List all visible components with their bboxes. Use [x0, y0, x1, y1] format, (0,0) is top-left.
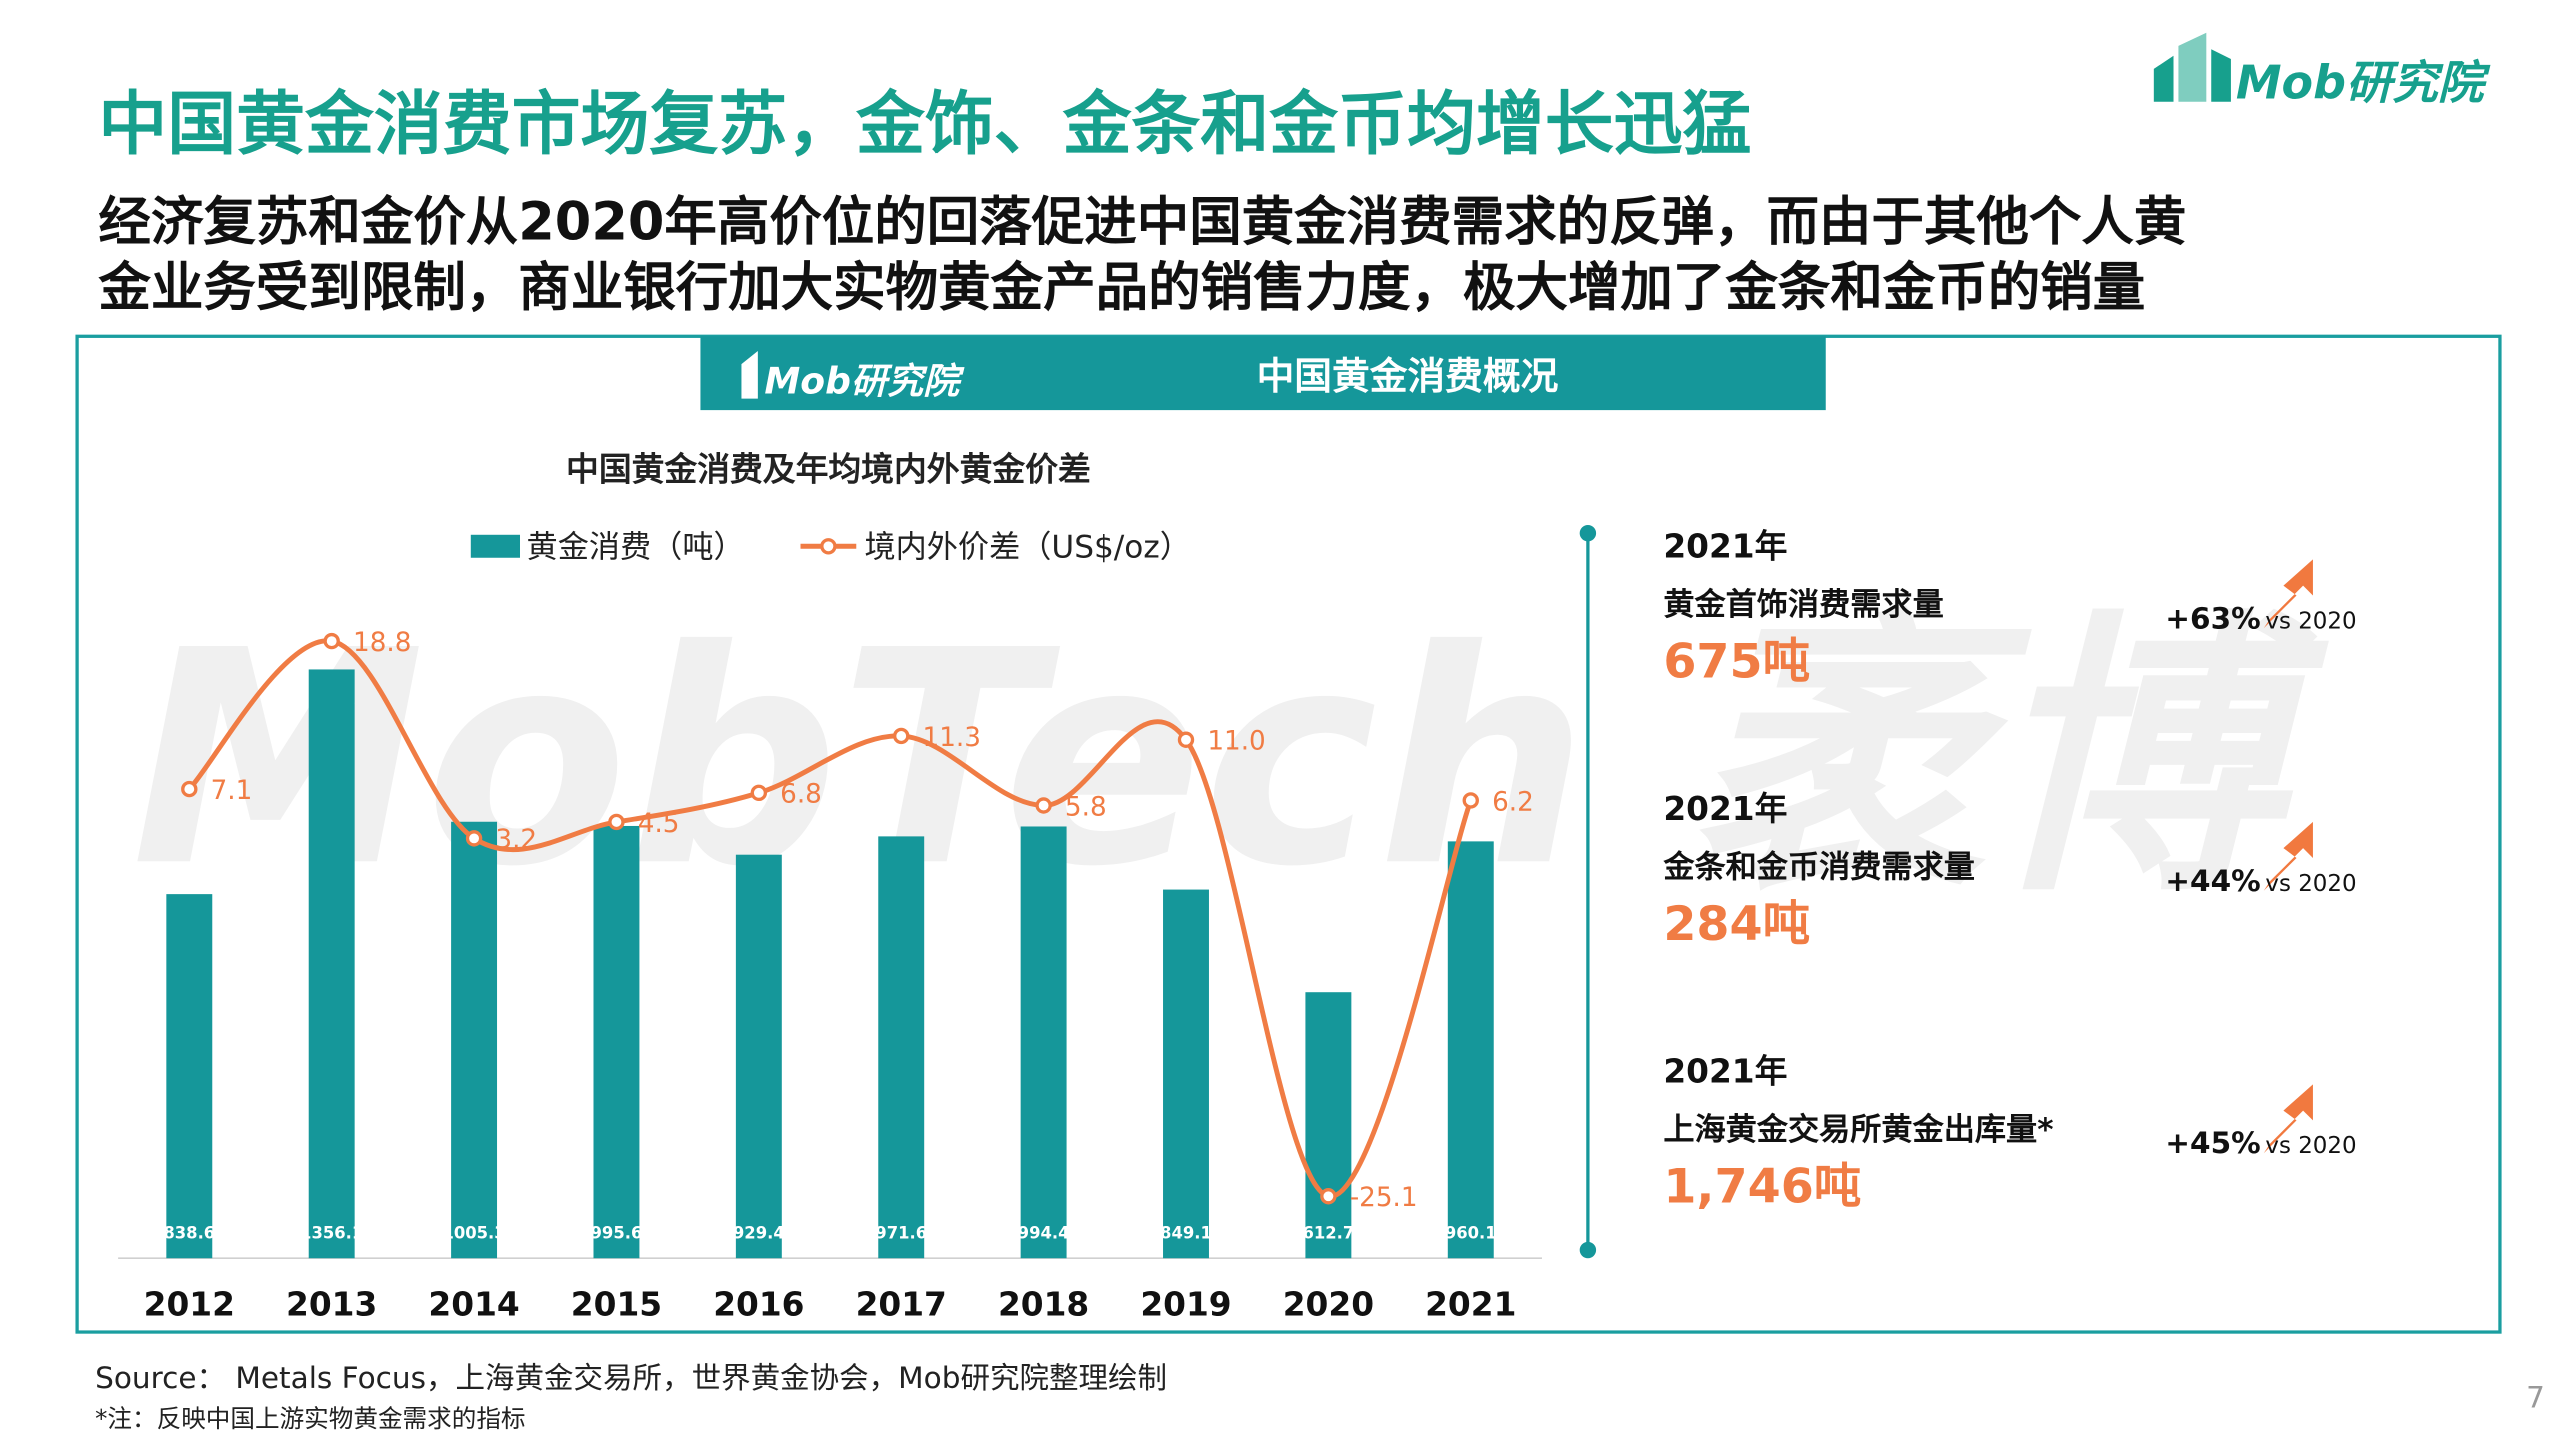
line-marker [465, 830, 483, 847]
line-marker [893, 727, 910, 745]
highlight-change: +45% [2165, 1126, 2260, 1160]
legend-label: 黄金消费（吨） [527, 530, 745, 566]
slide-title: 中国黄金消费市场复苏，金饰、金条和金币均增长迅猛 [98, 85, 1751, 165]
line-value-label: 7.1 [211, 776, 253, 806]
bar [878, 836, 925, 1259]
bar-value-label: 1005.3 [442, 1224, 505, 1243]
x-tick-label: 2020 [1283, 1286, 1374, 1324]
bar-value-label: 994.4 [1018, 1224, 1070, 1243]
line-marker [1035, 797, 1052, 814]
panel-title: 中国黄金消费概况 [1257, 354, 1559, 398]
arrow-icon [2263, 1084, 2313, 1154]
line-value-label: 6.2 [1492, 787, 1534, 817]
line-value-label: 11.3 [923, 723, 981, 753]
line-marker [1320, 1188, 1337, 1205]
legend-swatch [820, 538, 837, 555]
highlight-year: 2021年 [1663, 790, 1787, 828]
bar [451, 821, 498, 1259]
arrow-icon [2263, 559, 2313, 629]
line-value-label: 3.2 [495, 825, 537, 855]
subtitle-line: 经济复苏和金价从2020年高价位的回落促进中国黄金消费需求的反弹，而由于其他个人… [98, 192, 2186, 253]
bar-value-label: 1356.1 [300, 1224, 363, 1243]
timeline-dot [1579, 524, 1597, 542]
bar [1305, 992, 1352, 1259]
highlight-label: 上海黄金交易所黄金出库量* [1663, 1112, 2053, 1148]
x-tick-label: 2013 [286, 1286, 377, 1324]
x-tick-label: 2015 [571, 1286, 662, 1324]
highlight-compare: vs 2020 [2265, 608, 2356, 634]
panel-logo: Mob研究院 [764, 361, 965, 403]
source: Source： Metals Focus，上海黄金交易所，世界黄金协会，Mob研… [95, 1361, 1167, 1395]
highlight-change: +44% [2165, 864, 2260, 898]
line-marker [1177, 731, 1195, 748]
x-tick-label: 2021 [1425, 1286, 1516, 1324]
bar-value-label: 929.4 [733, 1224, 785, 1243]
panel-logo-icon [741, 351, 758, 399]
bar-value-label: 849.1 [1160, 1224, 1212, 1243]
line-marker [323, 632, 340, 650]
x-tick-label: 2012 [144, 1286, 235, 1324]
line-value-label: 6.8 [780, 780, 822, 810]
subtitle-line: 金业务受到限制，商业银行加大实物黄金产品的销售力度，极大增加了金条和金币的销量 [97, 257, 2145, 318]
x-tick-label: 2018 [998, 1286, 1089, 1324]
bar [1163, 889, 1209, 1259]
bar [308, 669, 355, 1259]
line-value-label: -25.1 [1350, 1183, 1418, 1213]
logo-text: Mob研究院 [2236, 55, 2491, 109]
bar-value-label: 838.6 [163, 1224, 215, 1243]
bar-value-label: 971.6 [875, 1224, 927, 1243]
highlight-year: 2021年 [1663, 1053, 1787, 1091]
chart-title: 中国黄金消费及年均境内外黄金价差 [566, 451, 1091, 489]
bar-value-label: 960.1 [1445, 1224, 1497, 1243]
legend-label: 境内外价差（US$/oz） [864, 530, 1190, 566]
bar [735, 854, 782, 1259]
panel-header [700, 336, 1826, 411]
x-tick-label: 2014 [428, 1286, 519, 1324]
arrow-icon [2263, 821, 2313, 891]
line-value-label: 4.5 [638, 809, 680, 839]
highlight-value: 284吨 [1663, 897, 1810, 952]
highlight-compare: vs 2020 [2265, 1133, 2356, 1159]
highlight-label: 金条和金币消费需求量 [1662, 850, 1975, 886]
page-number: 7 [2526, 1381, 2545, 1415]
timeline-dot [1579, 1241, 1597, 1259]
x-tick-label: 2019 [1140, 1286, 1231, 1324]
line-marker [750, 784, 768, 802]
highlight-label: 黄金首饰消费需求量 [1663, 587, 1943, 623]
legend-swatch [470, 534, 521, 558]
line-value-label: 18.8 [353, 628, 411, 658]
bar [593, 825, 640, 1259]
bar-value-label: 612.7 [1302, 1224, 1354, 1243]
x-tick-label: 2016 [713, 1286, 804, 1324]
highlight-value: 1,746吨 [1663, 1159, 1861, 1214]
line-marker [181, 780, 198, 798]
bar-value-label: 995.6 [591, 1224, 643, 1243]
note: *注：反映中国上游实物黄金需求的指标 [95, 1404, 525, 1433]
highlight-value: 675吨 [1663, 635, 1810, 690]
highlight-compare: vs 2020 [2265, 871, 2356, 897]
line-marker [1462, 792, 1479, 809]
line-value-label: 11.0 [1207, 727, 1265, 757]
bar [1020, 826, 1067, 1259]
logo: Mob研究院 [2153, 32, 2491, 109]
line-value-label: 5.8 [1065, 792, 1107, 822]
highlight-change: +63% [2165, 601, 2260, 635]
line-marker [608, 813, 625, 831]
x-tick-label: 2017 [856, 1286, 947, 1324]
highlight-year: 2021年 [1663, 528, 1787, 566]
bar [166, 894, 213, 1259]
bar [1447, 841, 1494, 1259]
